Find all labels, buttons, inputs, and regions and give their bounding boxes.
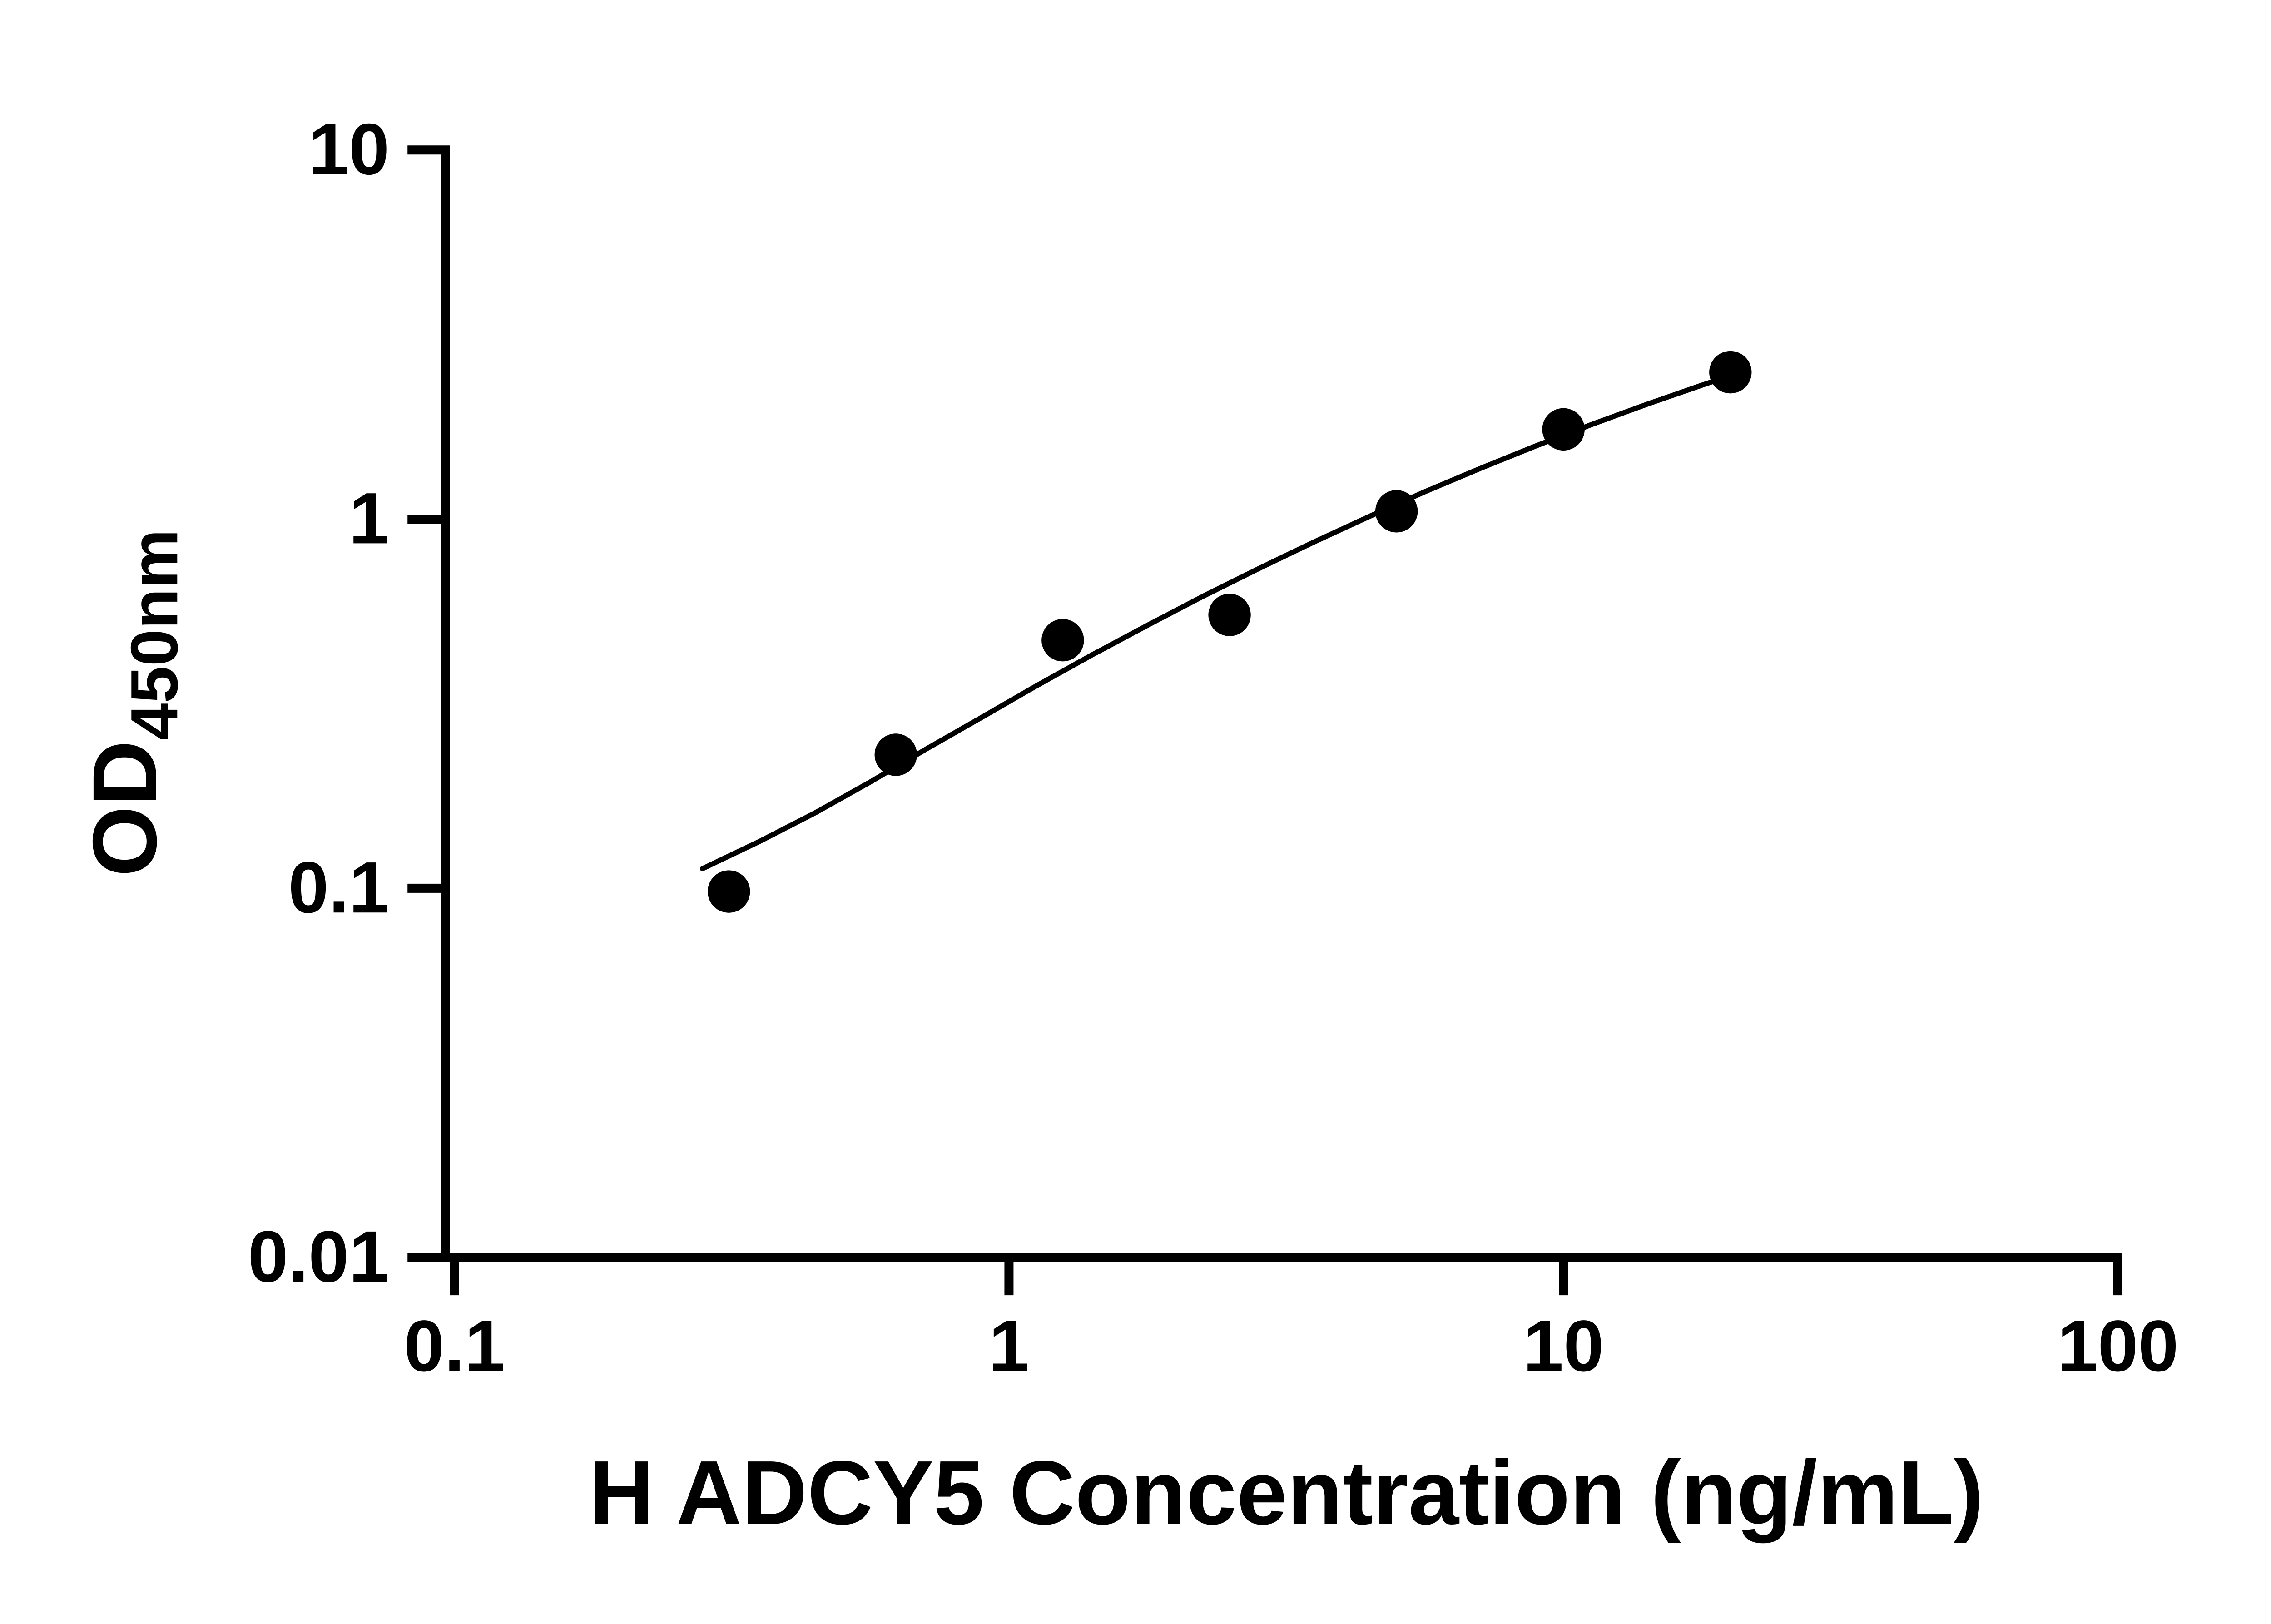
y-axis-ticks: 0.01 0.1 1 10 bbox=[248, 109, 441, 1297]
x-tick-label: 1 bbox=[989, 1305, 1029, 1386]
data-point bbox=[1709, 351, 1752, 394]
data-point bbox=[1208, 594, 1251, 636]
y-tick-label: 0.01 bbox=[248, 1216, 390, 1297]
y-axis-title-main: OD bbox=[74, 740, 176, 876]
x-tick-label: 10 bbox=[1523, 1305, 1604, 1386]
data-point bbox=[1041, 619, 1084, 662]
data-point bbox=[874, 733, 917, 776]
data-point bbox=[1542, 408, 1585, 451]
data-points bbox=[708, 351, 1752, 913]
x-tick-label: 0.1 bbox=[404, 1305, 505, 1386]
data-point bbox=[1375, 490, 1418, 533]
x-tick-label: 100 bbox=[2057, 1305, 2178, 1386]
axes-spines bbox=[441, 145, 2123, 1262]
y-axis-title-subscript: 450nm bbox=[117, 529, 192, 740]
y-tick-label: 0.1 bbox=[288, 847, 390, 928]
x-axis-ticks: 0.1 1 10 100 bbox=[404, 1262, 2179, 1386]
data-point bbox=[708, 870, 750, 913]
y-axis-title: OD450nm bbox=[74, 529, 192, 876]
y-tick-label: 1 bbox=[349, 477, 389, 559]
y-tick-label: 10 bbox=[308, 109, 389, 190]
x-axis-title: H ADCY5 Concentration (ng/mL) bbox=[589, 1442, 1984, 1544]
